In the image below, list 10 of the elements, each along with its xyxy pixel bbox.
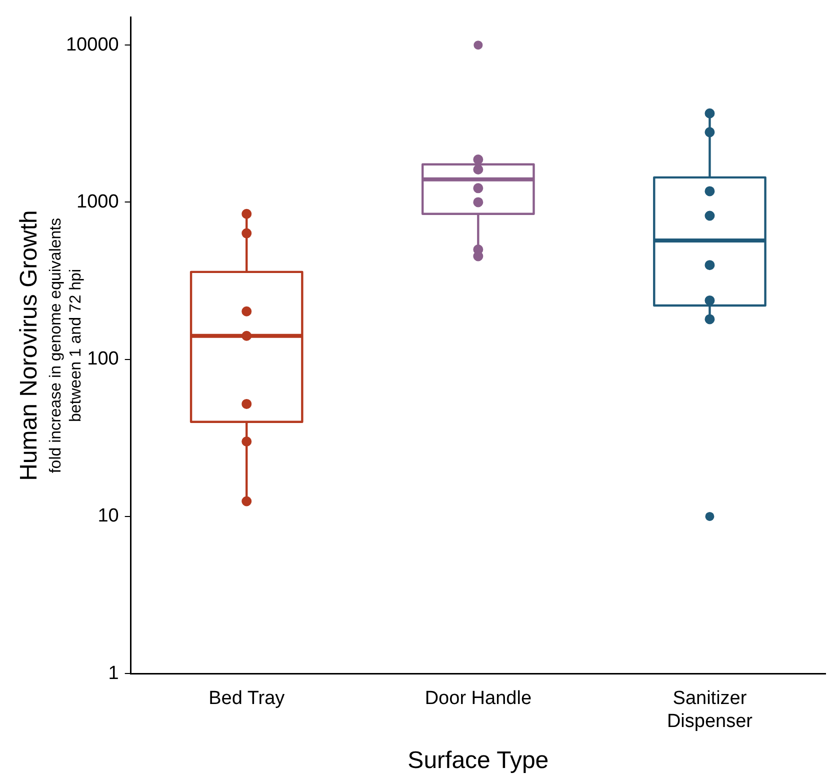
y-axis-title: Human Norovirus Growth fold increase in genome equivalents between 1 and 72 hpi [16, 210, 84, 481]
x-tick-label: Sanitizer Dispenser [666, 688, 754, 732]
y-tick-label: 10 [98, 506, 119, 527]
y-tick-label: 100 [87, 348, 119, 370]
x-axis-title: Surface Type [408, 747, 549, 774]
y-tick-label: 1 [108, 662, 119, 684]
x-tick-label: Bed Tray [208, 688, 286, 710]
y-tick-label: 10000 [66, 34, 119, 56]
y-tick-label: 1000 [76, 191, 119, 212]
x-tick-label: Door Handle [424, 688, 532, 710]
